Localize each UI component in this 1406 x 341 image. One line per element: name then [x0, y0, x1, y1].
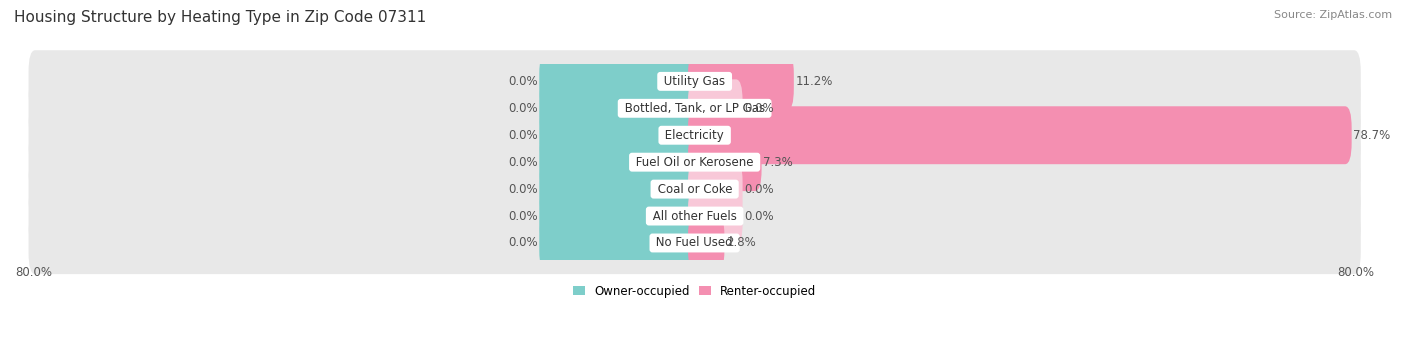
FancyBboxPatch shape [540, 53, 702, 110]
Text: Source: ZipAtlas.com: Source: ZipAtlas.com [1274, 10, 1392, 20]
FancyBboxPatch shape [540, 214, 702, 272]
Text: 0.0%: 0.0% [744, 102, 773, 115]
FancyBboxPatch shape [688, 214, 724, 272]
FancyBboxPatch shape [540, 106, 702, 164]
Text: 0.0%: 0.0% [508, 75, 537, 88]
Text: 0.0%: 0.0% [508, 183, 537, 196]
Text: 11.2%: 11.2% [796, 75, 832, 88]
FancyBboxPatch shape [540, 79, 702, 137]
Text: 0.0%: 0.0% [508, 102, 537, 115]
FancyBboxPatch shape [688, 187, 742, 245]
Text: No Fuel Used: No Fuel Used [652, 237, 737, 250]
FancyBboxPatch shape [28, 131, 1361, 193]
FancyBboxPatch shape [28, 185, 1361, 247]
FancyBboxPatch shape [28, 158, 1361, 220]
Text: Coal or Coke: Coal or Coke [654, 183, 735, 196]
FancyBboxPatch shape [28, 212, 1361, 274]
Text: 0.0%: 0.0% [508, 210, 537, 223]
Text: 0.0%: 0.0% [744, 210, 773, 223]
FancyBboxPatch shape [688, 106, 1351, 164]
Text: 2.8%: 2.8% [725, 237, 756, 250]
Legend: Owner-occupied, Renter-occupied: Owner-occupied, Renter-occupied [572, 285, 817, 298]
Text: All other Fuels: All other Fuels [648, 210, 741, 223]
Text: Fuel Oil or Kerosene: Fuel Oil or Kerosene [633, 156, 758, 169]
Text: Utility Gas: Utility Gas [661, 75, 730, 88]
FancyBboxPatch shape [688, 79, 742, 137]
Text: 0.0%: 0.0% [744, 183, 773, 196]
FancyBboxPatch shape [688, 133, 762, 191]
FancyBboxPatch shape [28, 50, 1361, 113]
Text: Bottled, Tank, or LP Gas: Bottled, Tank, or LP Gas [620, 102, 769, 115]
FancyBboxPatch shape [28, 104, 1361, 166]
Text: 0.0%: 0.0% [508, 237, 537, 250]
Text: 0.0%: 0.0% [508, 156, 537, 169]
FancyBboxPatch shape [540, 160, 702, 218]
FancyBboxPatch shape [540, 133, 702, 191]
FancyBboxPatch shape [540, 187, 702, 245]
Text: Housing Structure by Heating Type in Zip Code 07311: Housing Structure by Heating Type in Zip… [14, 10, 426, 25]
FancyBboxPatch shape [688, 53, 794, 110]
FancyBboxPatch shape [688, 160, 742, 218]
Text: 0.0%: 0.0% [508, 129, 537, 142]
FancyBboxPatch shape [28, 77, 1361, 139]
Text: 7.3%: 7.3% [763, 156, 793, 169]
Text: Electricity: Electricity [661, 129, 728, 142]
Text: 78.7%: 78.7% [1354, 129, 1391, 142]
